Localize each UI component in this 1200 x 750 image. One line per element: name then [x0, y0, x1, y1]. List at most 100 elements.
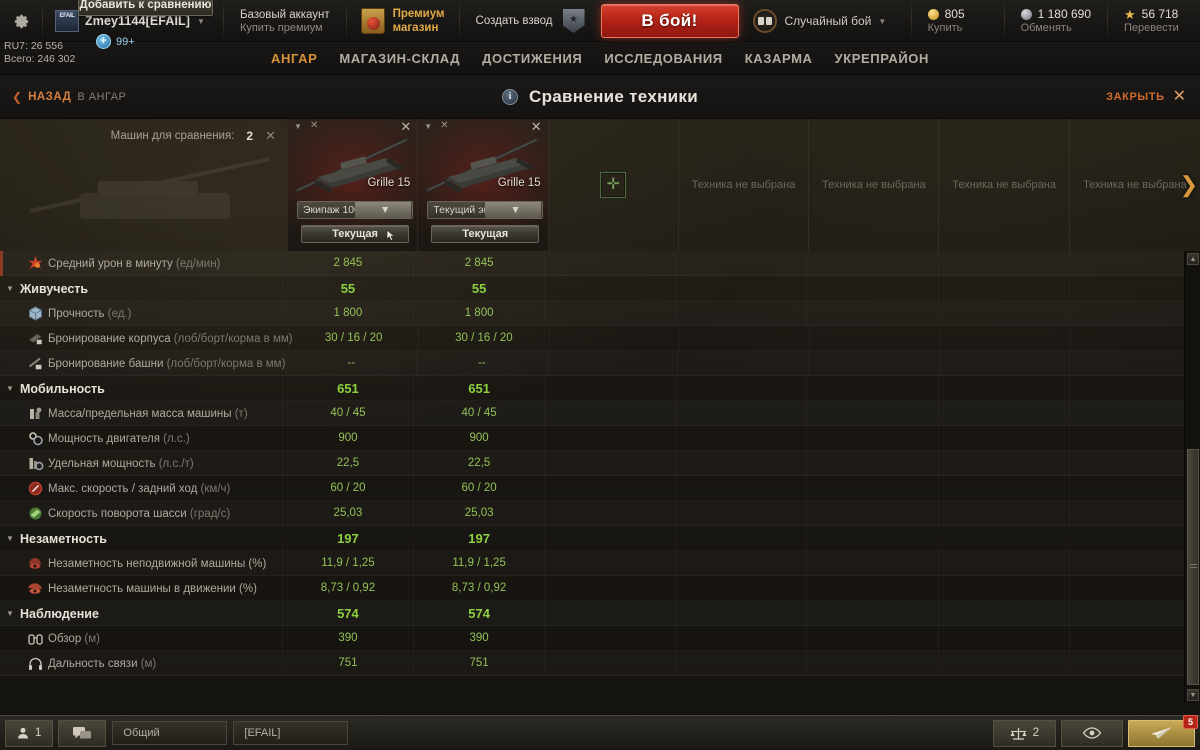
- chat-tab-clan[interactable]: [EFAIL]: [233, 721, 349, 745]
- stat-value-empty: [1069, 651, 1200, 676]
- account-type-block[interactable]: Базовый аккаунт Купить премиум: [224, 0, 346, 42]
- nav-item-strongholds[interactable]: УКРЕПРАЙОН: [834, 50, 929, 66]
- vehicle-slot-3-add[interactable]: ✛: [549, 119, 679, 251]
- premium-shop-button[interactable]: Премиум магазин: [347, 0, 459, 42]
- messages-badge: 5: [1183, 714, 1198, 729]
- hull-armor-icon: [22, 331, 48, 346]
- vehicle-slot-6[interactable]: Техника не выбрана: [939, 119, 1070, 251]
- messages-button[interactable]: 5: [1128, 714, 1198, 747]
- chevron-down-icon[interactable]: ▼: [878, 16, 887, 26]
- server-population: RU7: 26 556: [4, 40, 63, 52]
- vehicle-slot-2[interactable]: ▼ ✕ ✕ Grille 15 Текущий экипаж ▼: [418, 119, 549, 251]
- crew-selector[interactable]: Экипаж 100% ▼: [297, 201, 413, 219]
- create-squad-button[interactable]: Создать взвод: [460, 0, 591, 42]
- stat-value: 40 / 45: [413, 401, 544, 426]
- pin-icon[interactable]: ✕: [310, 120, 319, 131]
- vehicle-name: Grille 15: [497, 177, 541, 189]
- chevron-right-icon[interactable]: ❯: [1179, 172, 1199, 197]
- back-button[interactable]: ❮ НАЗАД В АНГАР: [12, 90, 126, 104]
- vehicle-slot-5[interactable]: Техника не выбрана: [809, 119, 940, 251]
- stat-value: 55: [282, 276, 413, 301]
- comparison-tray-button[interactable]: 2: [992, 719, 1056, 747]
- chevron-down-icon[interactable]: ▼: [294, 122, 302, 131]
- info-icon[interactable]: i: [502, 88, 518, 105]
- pin-icon[interactable]: ✕: [440, 120, 449, 131]
- configuration-button[interactable]: Текущая: [431, 225, 540, 243]
- stat-label-cell: Обзор (м): [0, 626, 282, 651]
- configuration-label: Текущая: [462, 228, 509, 240]
- stat-group-row[interactable]: ▼ Мобильность 651 651: [0, 376, 1200, 401]
- chevron-down-icon[interactable]: ▼: [6, 284, 14, 293]
- squad-shield-icon[interactable]: [562, 9, 585, 33]
- vehicle-thumbnail: [295, 137, 409, 193]
- free-xp-currency[interactable]: ★ 56 718 Перевести: [1108, 0, 1200, 41]
- vehicle-slot-4[interactable]: Техника не выбрана: [679, 119, 810, 251]
- clear-comparison-icon[interactable]: ✕: [265, 128, 276, 143]
- nav-item-barracks[interactable]: КАЗАРМА: [744, 50, 813, 66]
- person-icon: [18, 727, 28, 739]
- chat-button[interactable]: [58, 719, 107, 747]
- chevron-down-icon[interactable]: ▼: [1187, 689, 1199, 701]
- chevron-down-icon[interactable]: ▼: [6, 609, 14, 618]
- create-squad-label: Создать взвод: [475, 15, 553, 27]
- stat-group-row[interactable]: ▼ Наблюдение 574 574: [0, 601, 1200, 626]
- remove-vehicle-icon[interactable]: ✕: [530, 119, 542, 134]
- stat-label-cell: Скорость поворота шасси (град/с): [0, 501, 282, 526]
- gold-currency[interactable]: 805 Купить: [912, 0, 1004, 41]
- view-range-icon: [22, 632, 48, 646]
- free-xp-booster[interactable]: + 99+: [96, 34, 135, 49]
- battle-button[interactable]: В бой!: [600, 3, 739, 38]
- add-to-comparison-button[interactable]: Добавить к сравнению: [78, 0, 213, 16]
- crew-selector-value: Текущий экипаж: [433, 204, 485, 216]
- back-sublabel: В АНГАР: [77, 90, 127, 103]
- gold-action-label[interactable]: Купить: [927, 22, 963, 34]
- credits-currency[interactable]: 1 180 690 Обменять: [1005, 0, 1107, 41]
- player-nickname: Zmey1144[EFAIL]: [85, 14, 191, 28]
- stat-row: Прочность (ед.) 1 800 1 800: [0, 301, 1200, 326]
- configuration-button[interactable]: Текущая: [301, 225, 409, 243]
- stat-unit: (лоб/борт/корма в мм): [173, 332, 293, 345]
- chat-tab-general[interactable]: Общий: [112, 721, 228, 745]
- buy-premium-link[interactable]: Купить премиум: [239, 21, 323, 34]
- credits-action-label[interactable]: Обменять: [1020, 22, 1072, 34]
- nav-item-achievements[interactable]: ДОСТИЖЕНИЯ: [482, 50, 583, 66]
- stat-value-empty: [1069, 376, 1200, 401]
- vehicle-slot-1[interactable]: ▼ ✕ ✕ Grille 15 Экипаж 100% ▼: [288, 119, 419, 251]
- scrollbar-thumb[interactable]: [1187, 449, 1199, 685]
- plus-icon[interactable]: ✛: [600, 172, 627, 198]
- chevron-down-icon[interactable]: ▼: [197, 16, 205, 26]
- nav-item-shop[interactable]: МАГАЗИН-СКЛАД: [339, 50, 461, 66]
- stat-value-empty: [549, 326, 679, 351]
- online-friends-button[interactable]: 1: [5, 719, 54, 747]
- stat-value: 651: [413, 376, 544, 401]
- chevron-down-icon[interactable]: ▼: [6, 384, 14, 393]
- stat-group-row[interactable]: ▼ Живучесть 55 55: [0, 276, 1200, 301]
- chevron-down-icon[interactable]: ▼: [6, 534, 14, 543]
- account-profile[interactable]: EFAIL Zmey1144[EFAIL] ▼: [43, 0, 223, 42]
- chevron-down-icon[interactable]: ▼: [424, 122, 433, 131]
- stat-value-empty: [544, 276, 675, 301]
- stat-label-cell: Мощность двигателя (л.с.): [0, 426, 282, 451]
- remove-vehicle-icon[interactable]: ✕: [400, 119, 412, 134]
- stat-name: Незаметность неподвижной машины (%): [48, 557, 267, 570]
- stat-value-empty: [938, 601, 1069, 626]
- settings-button[interactable]: [0, 0, 42, 42]
- stat-value: --: [285, 351, 416, 376]
- stat-value-empty: [544, 476, 675, 501]
- nav-item-hangar[interactable]: АНГАР: [271, 50, 318, 66]
- battle-mode-selector[interactable]: Случайный бой ▼: [749, 0, 901, 42]
- stat-group-row[interactable]: ▼ Незаметность 197 197: [0, 526, 1200, 551]
- stat-value-empty: [1069, 426, 1200, 451]
- close-button[interactable]: ЗАКРЫТЬ ✕: [1106, 88, 1186, 104]
- free-xp-action-label[interactable]: Перевести: [1124, 22, 1179, 34]
- crew-selector[interactable]: Текущий экипаж ▼: [427, 201, 544, 219]
- stat-value-empty: [675, 301, 806, 326]
- stat-value: 574: [282, 601, 413, 626]
- hide-interface-button[interactable]: [1061, 719, 1123, 747]
- vehicle-slot-7[interactable]: Техника не выбрана ❯: [1070, 119, 1200, 251]
- table-scrollbar[interactable]: ▲ ▼: [1184, 251, 1200, 703]
- stat-row: Бронирование башни (лоб/борт/корма в мм)…: [0, 351, 1200, 376]
- chevron-up-icon[interactable]: ▲: [1187, 253, 1199, 265]
- nav-item-research[interactable]: ИССЛЕДОВАНИЯ: [604, 50, 723, 66]
- stat-value-empty: [1069, 451, 1200, 476]
